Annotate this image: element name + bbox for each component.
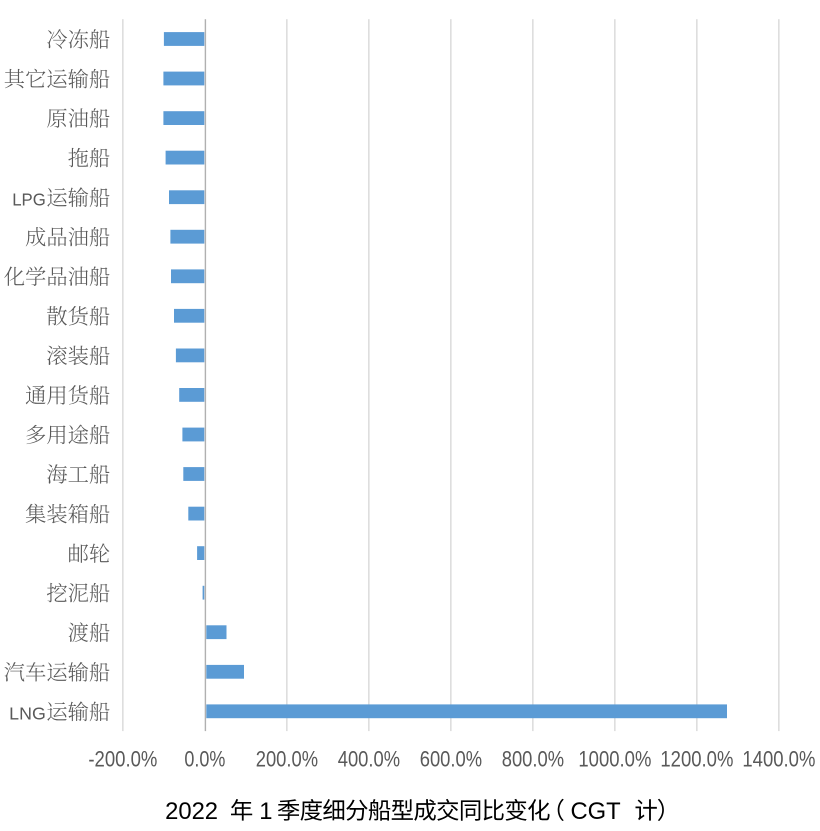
svg-text:1000.0%: 1000.0% [578, 747, 651, 772]
svg-text:800.0%: 800.0% [502, 747, 564, 772]
svg-text:LPG: LPG [12, 189, 46, 209]
svg-text:0.0%: 0.0% [184, 747, 225, 772]
svg-text:LNG: LNG [9, 703, 46, 723]
svg-text:1: 1 [259, 798, 272, 825]
svg-text:CGT: CGT [570, 798, 620, 825]
svg-text:1200.0%: 1200.0% [660, 747, 733, 772]
svg-text:1400.0%: 1400.0% [742, 747, 815, 772]
svg-text:-200.0%: -200.0% [88, 747, 157, 772]
svg-text:2022: 2022 [165, 798, 218, 825]
svg-text:600.0%: 600.0% [420, 747, 482, 772]
svg-text:400.0%: 400.0% [338, 747, 400, 772]
svg-text:200.0%: 200.0% [256, 747, 318, 772]
